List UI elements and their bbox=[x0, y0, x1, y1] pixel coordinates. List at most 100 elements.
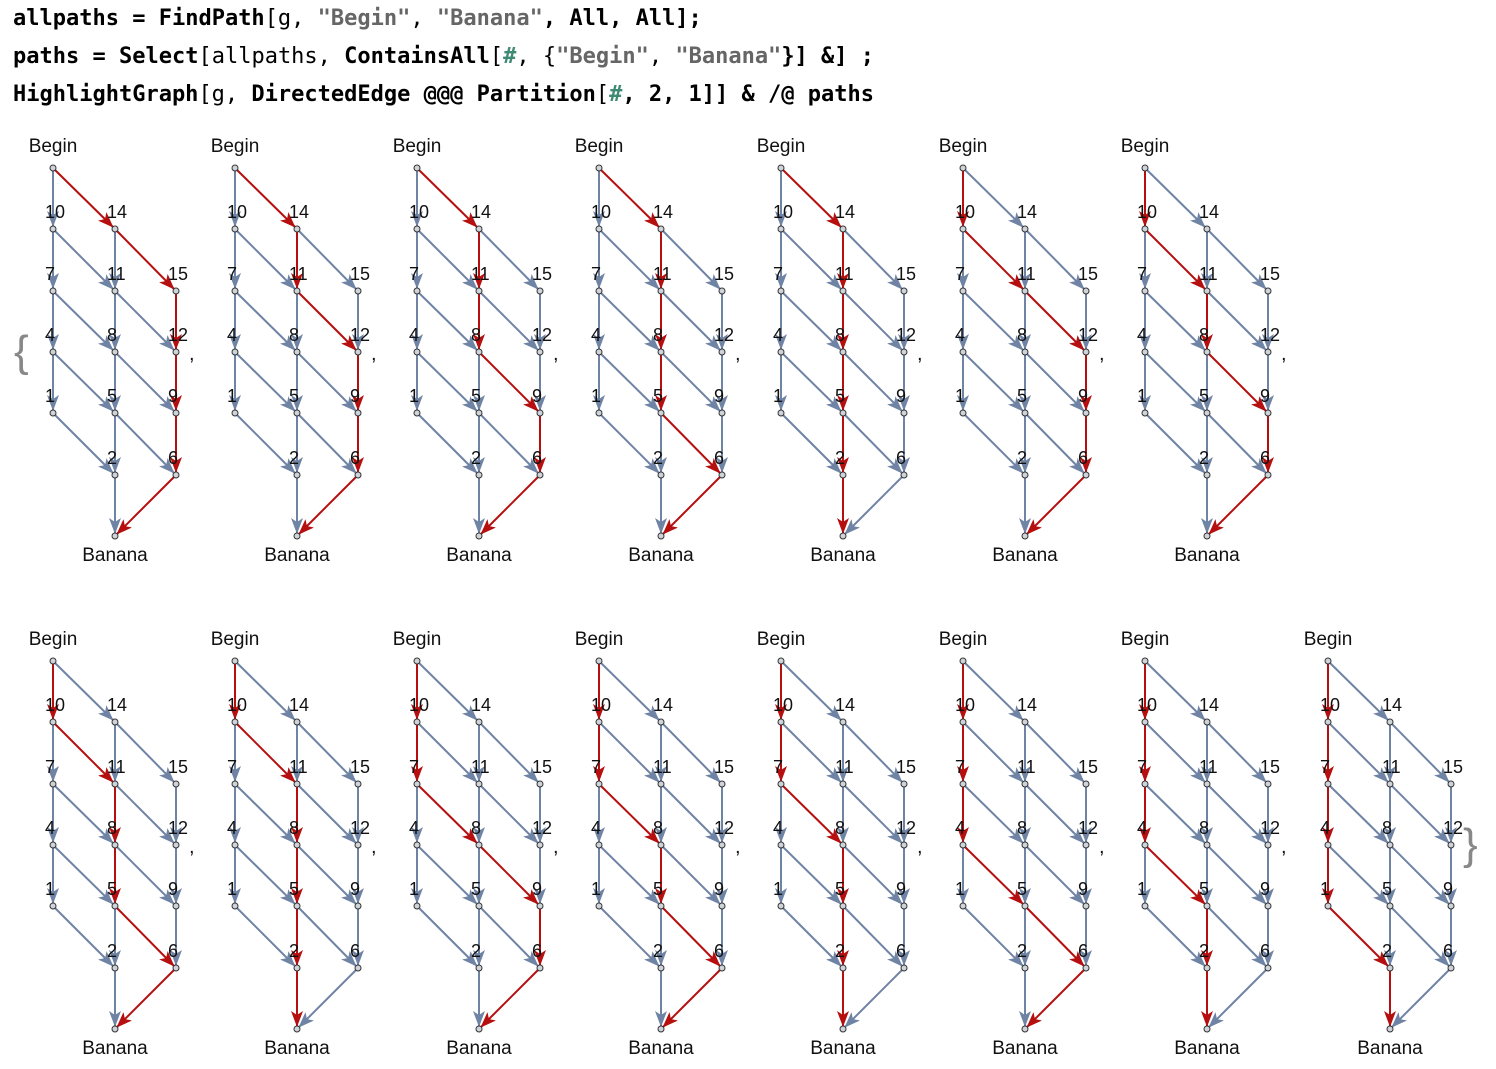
node-label: 1 bbox=[591, 879, 601, 899]
node-label: 5 bbox=[289, 879, 299, 899]
graph-node bbox=[1203, 409, 1211, 417]
graph-edge bbox=[662, 785, 721, 844]
graph-node bbox=[413, 287, 421, 295]
graph-node bbox=[1264, 841, 1272, 849]
graph-node bbox=[1447, 964, 1455, 972]
node-label: 10 bbox=[1137, 202, 1157, 222]
graph-node bbox=[536, 348, 544, 356]
graph-edge bbox=[600, 907, 660, 967]
graph-node bbox=[172, 409, 180, 417]
code-line[interactable]: allpaths = FindPath[g, "Begin", "Banana"… bbox=[13, 0, 874, 38]
node-label: 9 bbox=[1078, 386, 1088, 406]
graph-edge bbox=[116, 414, 175, 474]
code-input-cell[interactable]: allpaths = FindPath[g, "Begin", "Banana"… bbox=[13, 0, 874, 114]
graph-edge bbox=[1026, 353, 1085, 412]
graph-edge bbox=[236, 907, 296, 967]
graph-edge bbox=[480, 230, 539, 290]
graph-node bbox=[172, 348, 180, 356]
node-label: 4 bbox=[1137, 818, 1147, 838]
graph-edge bbox=[844, 969, 903, 1028]
graph-edge bbox=[298, 230, 357, 290]
graph-edge bbox=[1208, 907, 1267, 967]
node-label: 2 bbox=[653, 941, 663, 961]
graph-node bbox=[839, 225, 847, 233]
node-label: 10 bbox=[45, 202, 65, 222]
graph-node bbox=[413, 902, 421, 910]
node-label: 9 bbox=[1078, 879, 1088, 899]
code-line[interactable]: HighlightGraph[g, DirectedEdge @@@ Parti… bbox=[13, 76, 874, 114]
graph-node bbox=[111, 532, 119, 540]
node-label: 11 bbox=[1382, 757, 1401, 777]
graph-edge bbox=[600, 723, 660, 783]
graph-edge bbox=[54, 846, 114, 905]
node-label: 6 bbox=[1443, 941, 1453, 961]
graph-node bbox=[1264, 348, 1272, 356]
node-label: 7 bbox=[591, 757, 601, 777]
graph-node bbox=[1021, 225, 1029, 233]
graph-edge bbox=[1146, 785, 1206, 844]
graph-edge bbox=[480, 785, 539, 844]
highlighted-edge bbox=[662, 476, 721, 535]
graph-edge bbox=[964, 907, 1024, 967]
end-label: Banana bbox=[82, 1038, 148, 1059]
node-label: 11 bbox=[471, 264, 490, 284]
graph-node bbox=[839, 718, 847, 726]
graph-edge bbox=[964, 723, 1024, 783]
begin-label: Begin bbox=[757, 629, 806, 650]
graph-edge bbox=[1329, 846, 1389, 905]
node-label: 12 bbox=[896, 325, 916, 345]
node-label: 8 bbox=[1017, 325, 1027, 345]
graph-edge bbox=[116, 846, 175, 905]
node-label: 15 bbox=[532, 757, 552, 777]
node-label: 1 bbox=[409, 386, 419, 406]
highlighted-edge bbox=[1208, 476, 1267, 535]
graph-node bbox=[1082, 287, 1090, 295]
node-label: 1 bbox=[955, 879, 965, 899]
node-label: 5 bbox=[653, 879, 663, 899]
node-label: 15 bbox=[168, 757, 188, 777]
graph-node bbox=[172, 902, 180, 910]
begin-label: Begin bbox=[575, 136, 624, 157]
code-token: FindPath bbox=[158, 6, 265, 31]
graph-node bbox=[1264, 902, 1272, 910]
graph-node bbox=[231, 225, 239, 233]
highlighted-edge bbox=[1146, 230, 1206, 290]
code-token: , All, All]; bbox=[542, 6, 702, 31]
graph-edge bbox=[298, 723, 357, 783]
graph-node bbox=[1203, 718, 1211, 726]
graph-node bbox=[1386, 718, 1394, 726]
node-label: 9 bbox=[1260, 386, 1270, 406]
graph-node bbox=[1021, 841, 1029, 849]
graph-node bbox=[172, 841, 180, 849]
node-label: 8 bbox=[289, 818, 299, 838]
code-token: "Begin" bbox=[317, 6, 411, 31]
node-label: 12 bbox=[1078, 818, 1098, 838]
graph-node bbox=[1386, 841, 1394, 849]
graph-node bbox=[1141, 780, 1149, 788]
graph-node bbox=[1021, 532, 1029, 540]
node-label: 15 bbox=[1078, 264, 1098, 284]
code-line[interactable]: paths = Select[allpaths, ContainsAll[#, … bbox=[13, 38, 874, 76]
begin-label: Begin bbox=[1121, 136, 1170, 157]
node-label: 2 bbox=[289, 941, 299, 961]
graph-edge bbox=[662, 230, 721, 290]
graph-edge bbox=[418, 662, 478, 721]
node-label: 9 bbox=[1260, 879, 1270, 899]
graph-edge bbox=[964, 353, 1024, 412]
graph-edge bbox=[418, 230, 478, 290]
